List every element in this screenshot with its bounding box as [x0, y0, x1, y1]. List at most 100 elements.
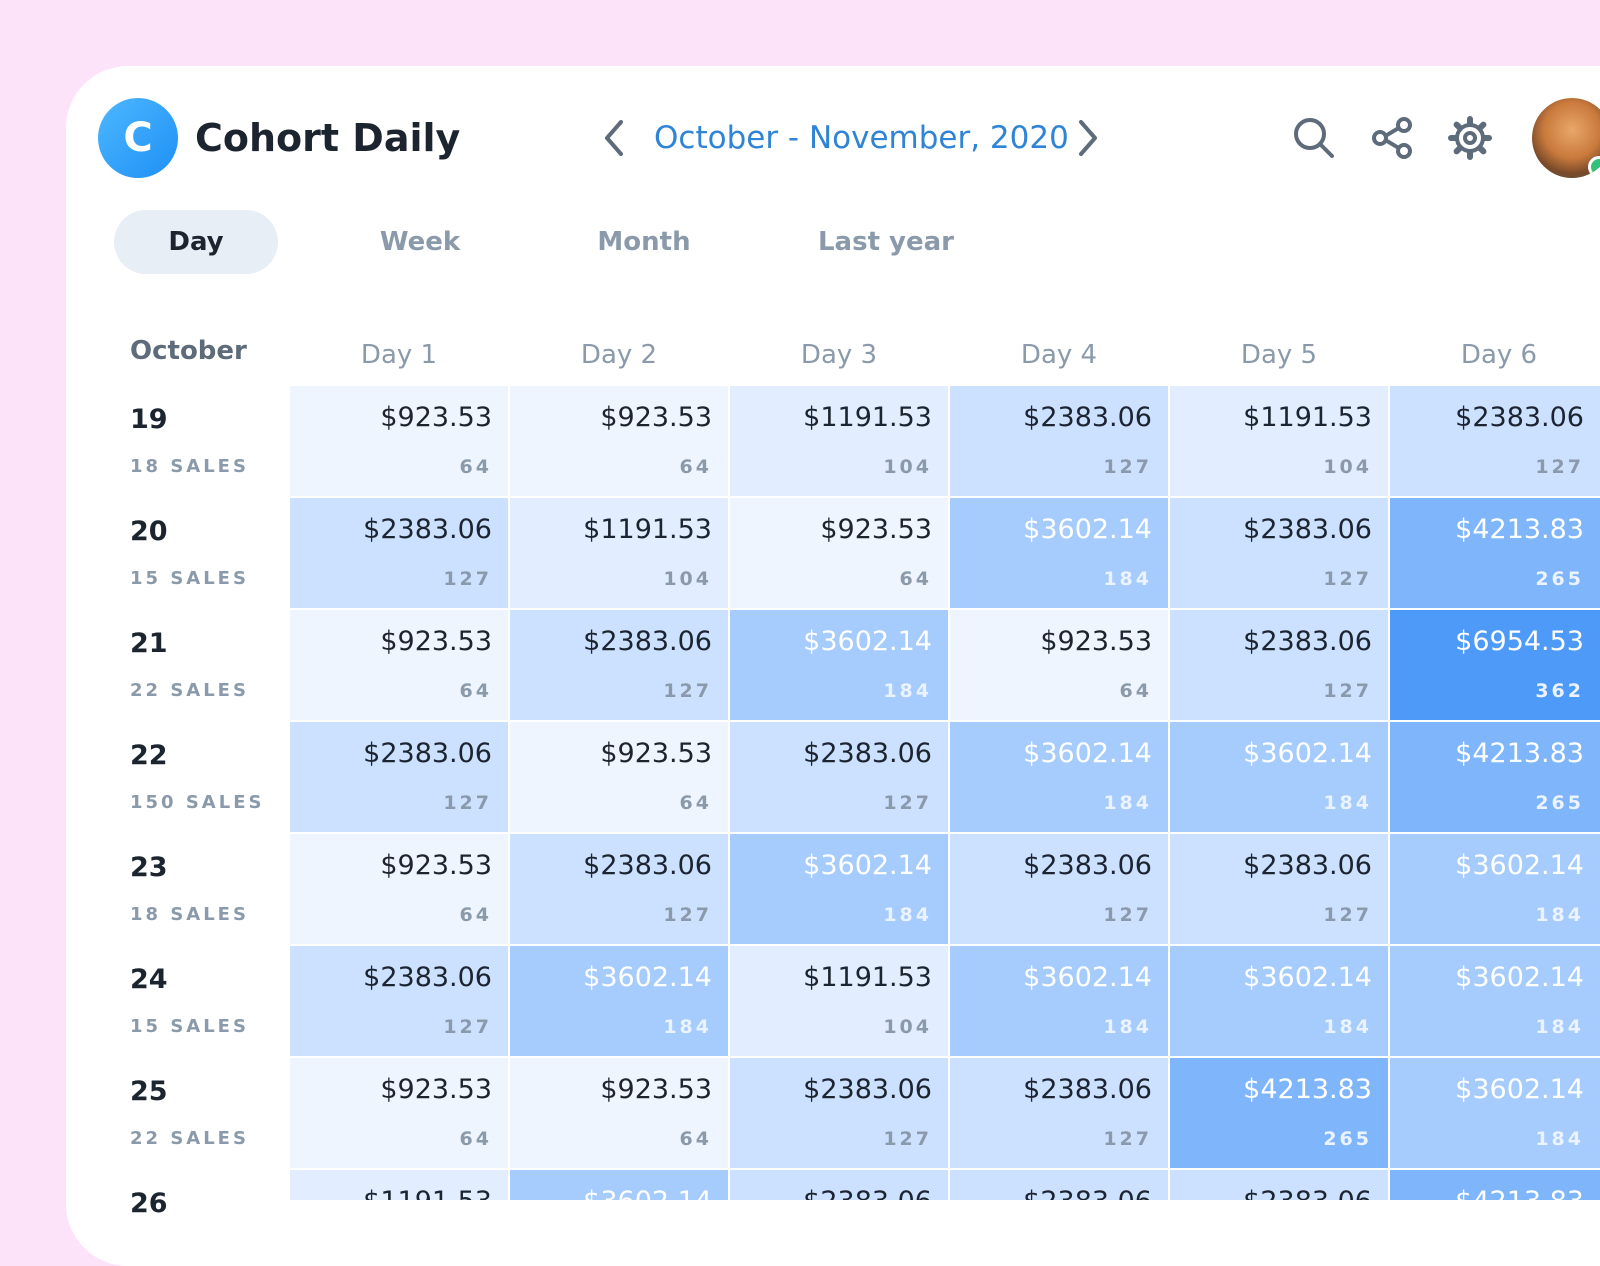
cell-count: 127 [443, 792, 492, 814]
cohort-cell[interactable]: $2383.06 [1170, 1170, 1388, 1200]
share-icon [1372, 117, 1412, 159]
cell-count: 127 [1103, 1128, 1152, 1150]
tab-month[interactable]: Month [597, 227, 691, 257]
cell-count: 127 [443, 568, 492, 590]
cell-count: 184 [663, 1016, 712, 1038]
cohort-cell[interactable]: $3602.14 184 [1170, 722, 1388, 832]
cohort-cell[interactable]: $3602.14 184 [950, 946, 1168, 1056]
tab-last-year[interactable]: Last year [817, 227, 955, 257]
cell-amount: $2383.06 [363, 738, 492, 769]
cell-amount: $2383.06 [583, 850, 712, 881]
cell-count: 184 [1323, 1016, 1372, 1038]
cohort-cell[interactable]: $2383.06 [730, 1170, 948, 1200]
cohort-cell[interactable]: $2383.06 [950, 1170, 1168, 1200]
cell-amount: $2383.06 [1023, 1074, 1152, 1105]
cohort-cell[interactable]: $1191.53 104 [730, 386, 948, 496]
cohort-cell[interactable]: $1191.53 104 [510, 498, 728, 608]
cohort-cell[interactable]: $4213.83 [1390, 1170, 1600, 1200]
cohort-cell[interactable]: $3602.14 184 [730, 610, 948, 720]
tab-day[interactable]: Day [114, 210, 278, 274]
cohort-cell[interactable]: $6954.53 362 [1390, 610, 1600, 720]
cohort-cell[interactable]: $923.53 64 [290, 1058, 508, 1168]
cohort-cell[interactable]: $1191.53 [290, 1170, 508, 1200]
settings-button[interactable] [1446, 114, 1494, 162]
cohort-cell[interactable]: $923.53 64 [510, 1058, 728, 1168]
cell-amount: $3602.14 [1455, 962, 1584, 993]
cohort-cell[interactable]: $2383.06 127 [510, 610, 728, 720]
cell-amount: $923.53 [600, 738, 712, 769]
cohort-cell[interactable]: $4213.83 265 [1390, 498, 1600, 608]
cohort-cell[interactable]: $3602.14 184 [950, 498, 1168, 608]
row-day: 26 [130, 1188, 168, 1219]
cohort-cell[interactable]: $2383.06 127 [1170, 610, 1388, 720]
cohort-cell[interactable]: $923.53 64 [290, 610, 508, 720]
cell-amount: $3602.14 [803, 850, 932, 881]
cohort-cell[interactable]: $2383.06 127 [510, 834, 728, 944]
cohort-cell[interactable]: $3602.14 184 [510, 946, 728, 1056]
cohort-cell[interactable]: $2383.06 127 [730, 722, 948, 832]
tab-week[interactable]: Week [379, 227, 461, 257]
cell-count: 265 [1535, 568, 1584, 590]
cohort-cell[interactable]: $923.53 64 [290, 834, 508, 944]
share-button[interactable] [1368, 114, 1416, 162]
cohort-cell[interactable]: $923.53 64 [290, 386, 508, 496]
cohort-cell[interactable]: $4213.83 265 [1170, 1058, 1388, 1168]
cohort-cell[interactable]: $1191.53 104 [730, 946, 948, 1056]
cohort-cell[interactable]: $2383.06 127 [730, 1058, 948, 1168]
cohort-cell[interactable]: $2383.06 127 [950, 386, 1168, 496]
cohort-cell[interactable]: $4213.83 265 [1390, 722, 1600, 832]
cell-count: 64 [899, 568, 932, 590]
cell-count: 64 [679, 456, 712, 478]
search-button[interactable] [1290, 114, 1338, 162]
cohort-cell[interactable]: $2383.06 127 [1170, 834, 1388, 944]
cell-count: 184 [1323, 792, 1372, 814]
online-status-dot [1588, 156, 1600, 178]
cohort-cell[interactable]: $3602.14 [510, 1170, 728, 1200]
cell-count: 104 [663, 568, 712, 590]
cell-amount: $3602.14 [1023, 962, 1152, 993]
user-avatar[interactable] [1532, 98, 1600, 178]
cohort-cell[interactable]: $3602.14 184 [1390, 834, 1600, 944]
cohort-cell[interactable]: $923.53 64 [510, 386, 728, 496]
cell-amount: $1191.53 [803, 402, 932, 433]
cell-count: 104 [883, 1016, 932, 1038]
cell-count: 184 [883, 904, 932, 926]
cell-count: 64 [679, 792, 712, 814]
cell-amount: $1191.53 [803, 962, 932, 993]
cohort-cell[interactable]: $2383.06 127 [290, 722, 508, 832]
column-header: Day 1 [360, 340, 438, 370]
cell-count: 127 [1323, 680, 1372, 702]
cell-count: 127 [443, 1016, 492, 1038]
cohort-cell[interactable]: $923.53 64 [950, 610, 1168, 720]
cohort-cell[interactable]: $2383.06 127 [950, 1058, 1168, 1168]
cell-amount: $1191.53 [583, 514, 712, 545]
cell-amount: $2383.06 [363, 514, 492, 545]
search-icon [1294, 118, 1334, 158]
cohort-cell[interactable]: $3602.14 184 [1390, 1058, 1600, 1168]
cell-count: 127 [883, 1128, 932, 1150]
cohort-cell[interactable]: $2383.06 127 [290, 498, 508, 608]
cell-count: 104 [1323, 456, 1372, 478]
date-range-label[interactable]: October - November, 2020 [654, 120, 1069, 156]
row-day: 24 [130, 964, 168, 995]
cohort-cell[interactable]: $3602.14 184 [950, 722, 1168, 832]
column-header: Day 2 [580, 340, 658, 370]
cell-amount: $4213.83 [1243, 1074, 1372, 1105]
cohort-cell[interactable]: $2383.06 127 [950, 834, 1168, 944]
previous-period-button[interactable] [594, 116, 634, 160]
cohort-cell[interactable]: $2383.06 127 [1390, 386, 1600, 496]
cohort-cell[interactable]: $3602.14 184 [1170, 946, 1388, 1056]
cohort-cell[interactable]: $923.53 64 [510, 722, 728, 832]
cohort-cell[interactable]: $2383.06 127 [290, 946, 508, 1056]
cell-amount: $4213.83 [1455, 738, 1584, 769]
row-sales-count: 22 SALES [130, 680, 249, 701]
cohort-cell[interactable]: $1191.53 104 [1170, 386, 1388, 496]
cohort-cell[interactable]: $3602.14 184 [1390, 946, 1600, 1056]
cohort-cell[interactable]: $2383.06 127 [1170, 498, 1388, 608]
cohort-cell[interactable]: $3602.14 184 [730, 834, 948, 944]
cell-count: 184 [1103, 792, 1152, 814]
column-header: Day 6 [1460, 340, 1538, 370]
next-period-button[interactable] [1068, 116, 1108, 160]
cell-count: 127 [1103, 904, 1152, 926]
cohort-cell[interactable]: $923.53 64 [730, 498, 948, 608]
